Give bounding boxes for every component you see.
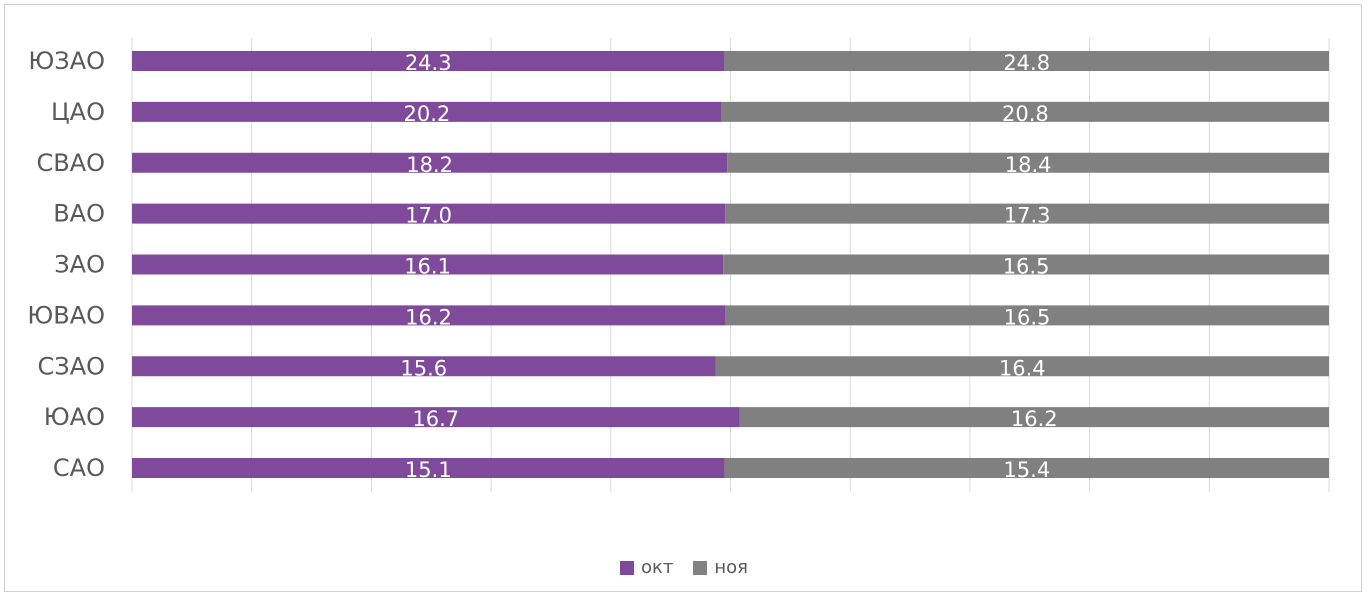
labels: ЮЗАО 24.3 24.8 ЦАО 20.2 20.8 СВАО 18.2 18.4 ВАО 17… [27,47,1057,482]
data-label: 17.3 [1004,204,1051,228]
bar-noya [723,254,1329,275]
category-label: ЦАО [51,98,105,126]
bar-okt [132,101,722,122]
bar-okt [132,458,725,478]
category-label: САО [53,454,105,482]
data-label: 16.7 [412,407,459,431]
bar-noya [727,152,1329,173]
legend: окт ноя [0,557,1368,578]
bar-okt [132,254,724,275]
category-label: ЮЗАО [28,47,105,75]
bar-noya [724,458,1329,478]
bar-noya [715,356,1329,377]
data-label: 15.4 [1003,458,1050,482]
legend-label-okt: окт [641,557,674,578]
bar-okt [132,203,726,224]
bar-okt [132,356,716,377]
data-label: 15.6 [400,356,447,380]
data-label: 16.2 [1011,407,1058,431]
legend-label-noya: ноя [714,557,748,578]
data-label: 20.8 [1002,102,1049,126]
bar-noya [721,101,1329,122]
legend-swatch-noya [693,560,708,575]
data-label: 16.4 [999,356,1046,380]
legend-item-okt: окт [620,557,673,578]
data-label: 16.2 [405,305,452,329]
data-label: 15.1 [405,458,452,482]
bar-okt [132,152,728,173]
data-label: 16.5 [1004,305,1051,329]
bar-okt [132,407,740,428]
legend-item-noya: ноя [693,557,748,578]
bar-noya [725,305,1329,326]
data-label: 20.2 [403,102,450,126]
bar-okt [132,305,726,326]
bar-noya [725,203,1329,224]
bar-noya [739,407,1329,428]
data-label: 16.1 [404,255,451,279]
category-label: СЗАО [38,352,105,380]
category-label: ВАО [53,200,105,228]
bar-noya [724,51,1329,71]
data-label: 17.0 [405,204,452,228]
legend-swatch-okt [620,560,634,575]
data-label: 18.4 [1005,153,1052,177]
category-label: ЗАО [54,251,105,279]
category-label: СВАО [36,149,105,177]
data-label: 16.5 [1003,255,1050,279]
data-label: 18.2 [406,153,453,177]
data-label: 24.8 [1003,51,1050,75]
category-label: ЮВАО [27,301,105,329]
data-label: 24.3 [405,51,452,75]
category-label: ЮАО [44,403,105,431]
bar-okt [132,51,725,71]
bars [132,51,1329,478]
